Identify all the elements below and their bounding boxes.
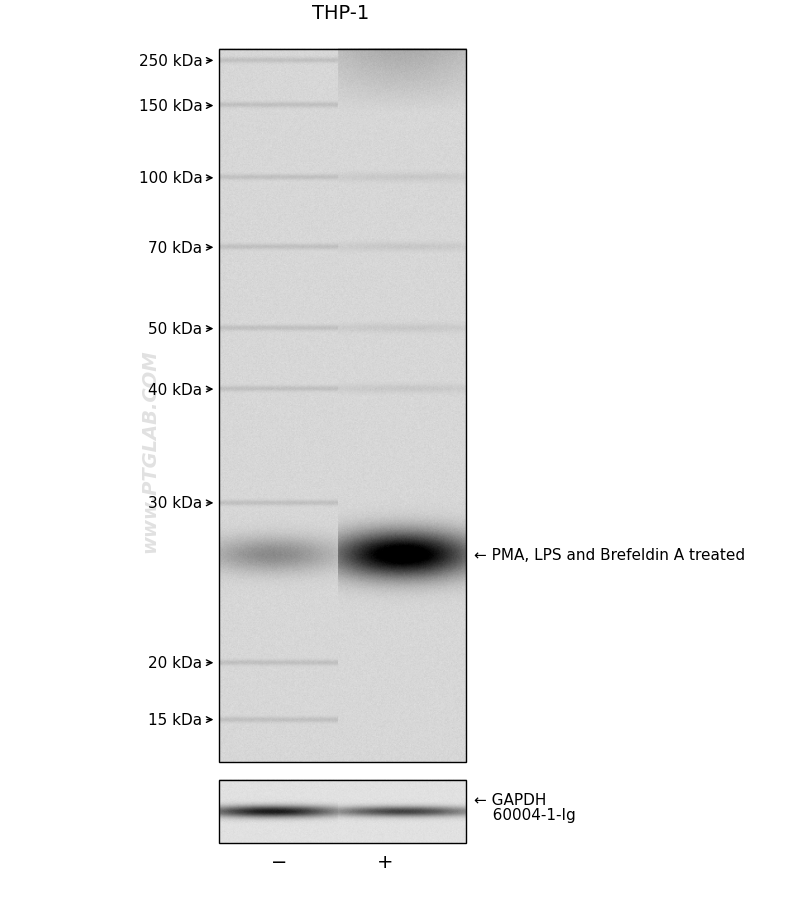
Text: 40 kDa: 40 kDa bbox=[148, 382, 202, 397]
Text: 50 kDa: 50 kDa bbox=[148, 322, 202, 336]
Text: ← PMA, LPS and Brefeldin A treated: ← PMA, LPS and Brefeldin A treated bbox=[474, 548, 745, 562]
Bar bbox=[219, 50, 466, 762]
Text: 250 kDa: 250 kDa bbox=[139, 54, 202, 69]
Text: ← GAPDH: ← GAPDH bbox=[474, 792, 546, 807]
Text: 150 kDa: 150 kDa bbox=[139, 99, 202, 114]
Text: 15 kDa: 15 kDa bbox=[148, 713, 202, 727]
Text: −: − bbox=[271, 851, 288, 871]
Text: 30 kDa: 30 kDa bbox=[148, 496, 202, 511]
Text: 20 kDa: 20 kDa bbox=[148, 656, 202, 670]
Bar bbox=[219, 780, 466, 843]
Text: 70 kDa: 70 kDa bbox=[148, 241, 202, 255]
Text: 100 kDa: 100 kDa bbox=[139, 171, 202, 186]
Text: 60004-1-Ig: 60004-1-Ig bbox=[478, 807, 576, 823]
Text: www.PTGLAB.COM: www.PTGLAB.COM bbox=[140, 349, 160, 553]
Text: +: + bbox=[377, 851, 393, 871]
Text: THP-1: THP-1 bbox=[312, 4, 369, 23]
